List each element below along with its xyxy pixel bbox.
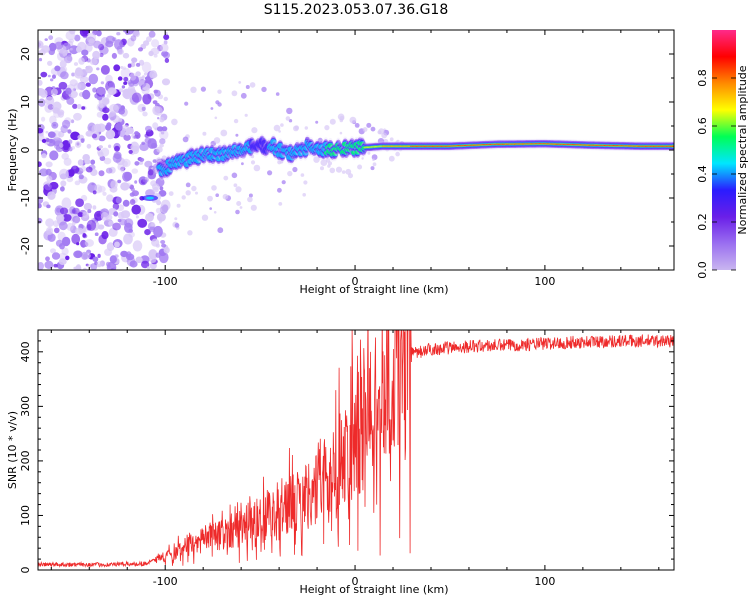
snr-x-tick-label: -100 xyxy=(153,575,178,588)
spectrogram-x-axis-label: Height of straight line (km) xyxy=(299,283,448,296)
spectrogram-x-tick-label: 100 xyxy=(534,275,555,288)
colorbar-tick-label: 0.2 xyxy=(696,213,709,231)
snr-x-axis-label: Height of straight line (km) xyxy=(299,583,448,596)
spectrogram-y-tick-label: 0 xyxy=(19,147,32,154)
snr-ticks: -100 0 100 0 100 200 300 400 xyxy=(19,329,674,588)
snr-panel: -100 0 100 0 100 200 300 400 Height of straight… xyxy=(6,329,675,596)
spectrogram-y-tick-label: 10 xyxy=(19,95,32,109)
snr-y-tick-label: 300 xyxy=(19,396,32,417)
spectrogram-noise xyxy=(38,30,405,270)
snr-y-tick-label: 200 xyxy=(19,450,32,471)
colorbar-tick-label: 0.8 xyxy=(696,69,709,87)
spectrogram-x-tick-label: 0 xyxy=(352,275,359,288)
snr-y-axis-label: SNR (10 * v/v) xyxy=(6,411,19,489)
colorbar-tick-label: 0.6 xyxy=(696,117,709,135)
spectrogram-y-tick-label: 20 xyxy=(19,47,32,61)
spectrogram-y-tick-label: -10 xyxy=(19,189,32,207)
spectrogram-ridge xyxy=(142,133,674,201)
spectrogram-y-tick-label: -20 xyxy=(19,237,32,255)
snr-y-tick-label: 0 xyxy=(19,567,32,574)
spectrogram-y-axis-label: Frequency (Hz) xyxy=(6,109,19,192)
snr-x-tick-label: 0 xyxy=(352,575,359,588)
snr-y-tick-label: 100 xyxy=(19,505,32,526)
colorbar: 0.0 0.2 0.4 0.6 0.8 Normalized spectral ampl… xyxy=(696,30,749,279)
colorbar-tick-label: 0.0 xyxy=(696,261,709,279)
colorbar-gradient xyxy=(712,30,736,270)
colorbar-ticks: 0.0 0.2 0.4 0.6 0.8 xyxy=(696,69,736,279)
colorbar-label: Normalized spectral amplitude xyxy=(736,65,749,234)
snr-series-line xyxy=(38,330,674,568)
colorbar-tick-label: 0.4 xyxy=(696,165,709,183)
snr-y-tick-label: 400 xyxy=(19,341,32,362)
figure-title: S115.2023.053.07.36.G18 xyxy=(264,2,449,18)
spectrogram-x-tick-label: -100 xyxy=(153,275,178,288)
snr-x-tick-label: 100 xyxy=(534,575,555,588)
